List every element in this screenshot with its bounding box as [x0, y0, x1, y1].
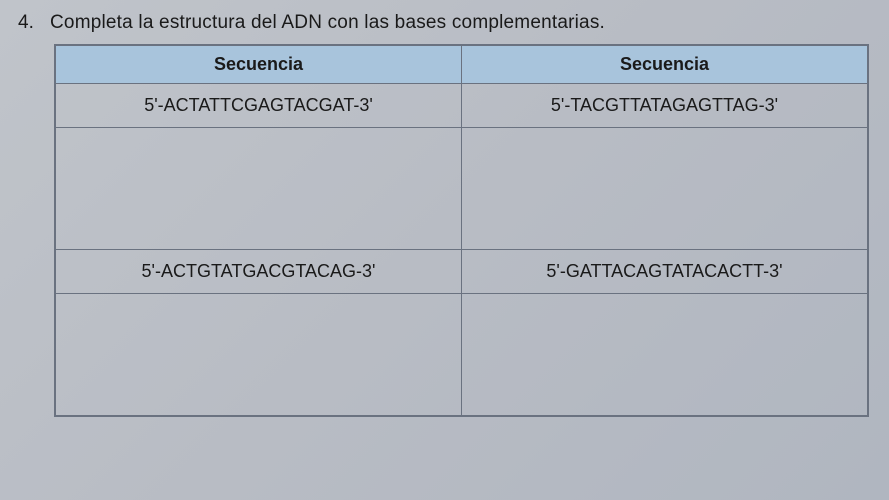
dna-sequence-table: Secuencia Secuencia 5'-ACTATTCGAGTACGAT-…: [54, 44, 869, 417]
sequence-cell-1-left: 5'-ACTATTCGAGTACGAT-3': [55, 84, 462, 128]
sequence-cell-1-right: 5'-TACGTTATAGAGTTAG-3': [462, 84, 869, 128]
question-text: Completa la estructura del ADN con las b…: [50, 12, 605, 34]
header-secuencia-left: Secuencia: [55, 45, 462, 84]
table-row: 5'-ACTGTATGACGTACAG-3' 5'-GATTACAGTATACA…: [55, 250, 868, 294]
sequence-cell-2-left: 5'-ACTGTATGACGTACAG-3': [55, 250, 462, 294]
question-row: 4. Completa la estructura del ADN con la…: [18, 12, 871, 34]
table-row: [55, 294, 868, 416]
header-secuencia-right: Secuencia: [462, 45, 869, 84]
answer-cell-1-left[interactable]: [55, 128, 462, 250]
answer-cell-1-right[interactable]: [462, 128, 869, 250]
answer-cell-2-left[interactable]: [55, 294, 462, 416]
sequence-cell-2-right: 5'-GATTACAGTATACACTT-3': [462, 250, 869, 294]
table-header-row: Secuencia Secuencia: [55, 45, 868, 84]
dna-table-container: Secuencia Secuencia 5'-ACTATTCGAGTACGAT-…: [54, 44, 869, 417]
table-row: [55, 128, 868, 250]
table-row: 5'-ACTATTCGAGTACGAT-3' 5'-TACGTTATAGAGTT…: [55, 84, 868, 128]
answer-cell-2-right[interactable]: [462, 294, 869, 416]
question-number: 4.: [18, 12, 38, 34]
